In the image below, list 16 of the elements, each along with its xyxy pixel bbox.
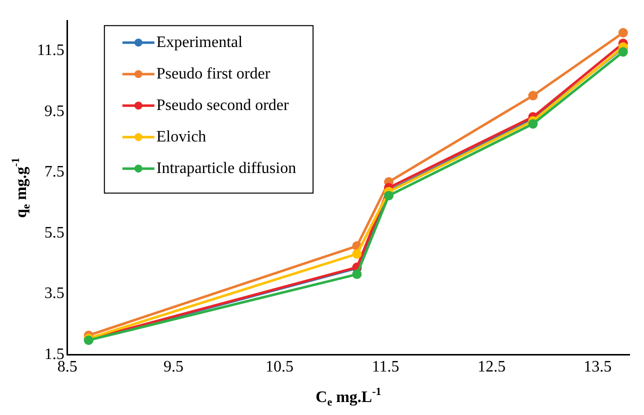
- legend-label: Elovich: [156, 128, 206, 146]
- y-tick-label: 9.5: [44, 102, 64, 120]
- y-tick-label: 3.5: [44, 285, 64, 302]
- legend-label: Intraparticle diffusion: [156, 160, 296, 177]
- y-axis-title: qe mg.g-1: [10, 158, 33, 218]
- x-tick-label: 12.5: [478, 358, 506, 376]
- x-tick-label: 13.5: [584, 358, 612, 376]
- legend-label: Pseudo second order: [156, 96, 290, 114]
- legend-label: Experimental: [156, 34, 244, 51]
- x-tick-label: 10.5: [266, 358, 294, 376]
- y-tick-label: 11.5: [37, 42, 64, 60]
- y-tick-label: 7.5: [44, 164, 64, 181]
- legend-label: Pseudo first order: [156, 65, 271, 82]
- x-tick-label: 9.5: [163, 358, 184, 376]
- x-tick-label: 11.5: [372, 358, 400, 376]
- y-tick-label: 5.5: [44, 224, 64, 242]
